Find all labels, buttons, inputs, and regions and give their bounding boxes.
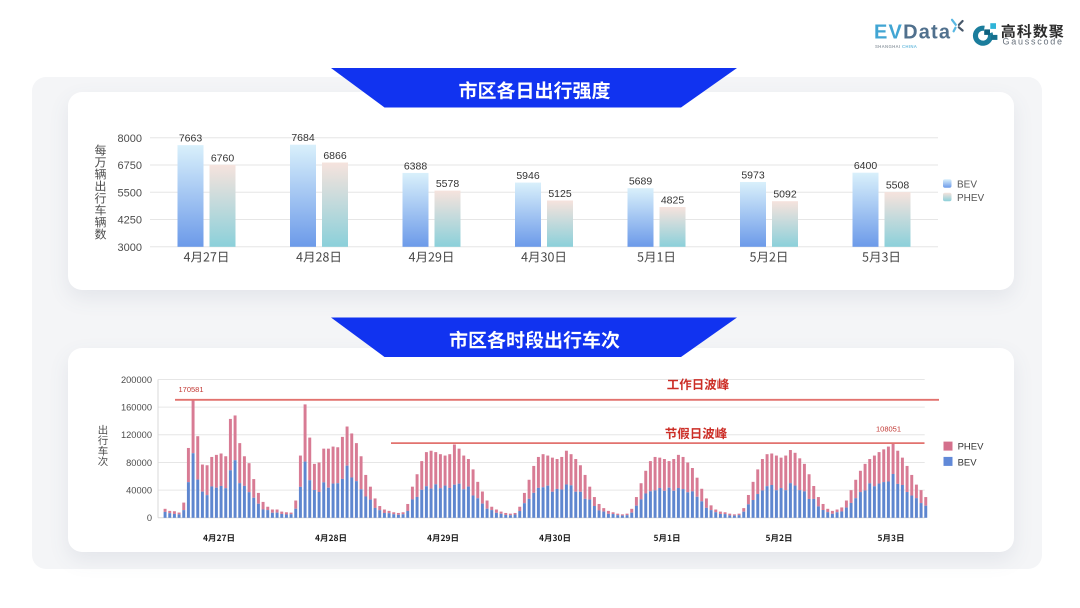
svg-text:0: 0: [147, 513, 152, 523]
svg-text:PHEV: PHEV: [957, 193, 985, 204]
svg-text:160000: 160000: [121, 402, 152, 412]
svg-text:8000: 8000: [118, 133, 142, 145]
svg-text:170581: 170581: [178, 385, 203, 394]
svg-text:6750: 6750: [118, 160, 142, 172]
svg-text:120000: 120000: [121, 430, 152, 440]
svg-text:108051: 108051: [876, 425, 901, 434]
svg-text:5973: 5973: [741, 169, 765, 181]
svg-text:6760: 6760: [211, 152, 235, 164]
svg-text:BEV: BEV: [957, 180, 977, 191]
svg-text:3000: 3000: [118, 242, 142, 254]
svg-text:7684: 7684: [291, 132, 315, 144]
svg-text:5500: 5500: [118, 187, 142, 199]
svg-text:4250: 4250: [118, 215, 142, 227]
svg-text:5092: 5092: [773, 189, 797, 201]
svg-text:5578: 5578: [436, 178, 460, 190]
svg-text:5508: 5508: [886, 180, 910, 192]
svg-text:7663: 7663: [179, 133, 203, 145]
svg-text:PHEV: PHEV: [958, 442, 985, 453]
svg-text:6400: 6400: [854, 160, 878, 172]
svg-text:40000: 40000: [126, 485, 152, 495]
svg-text:5946: 5946: [516, 170, 540, 182]
svg-text:Gausscode: Gausscode: [1003, 37, 1064, 47]
svg-text:5125: 5125: [548, 188, 572, 200]
svg-text:EVData: EVData: [874, 22, 951, 44]
svg-text:SHANGHAI CHINA: SHANGHAI CHINA: [875, 44, 917, 49]
svg-text:5689: 5689: [629, 176, 653, 188]
svg-text:BEV: BEV: [958, 458, 978, 469]
svg-text:6866: 6866: [323, 150, 347, 162]
svg-text:200000: 200000: [121, 375, 152, 385]
svg-text:6388: 6388: [404, 160, 428, 172]
svg-text:80000: 80000: [126, 458, 152, 468]
svg-text:4825: 4825: [661, 195, 685, 207]
